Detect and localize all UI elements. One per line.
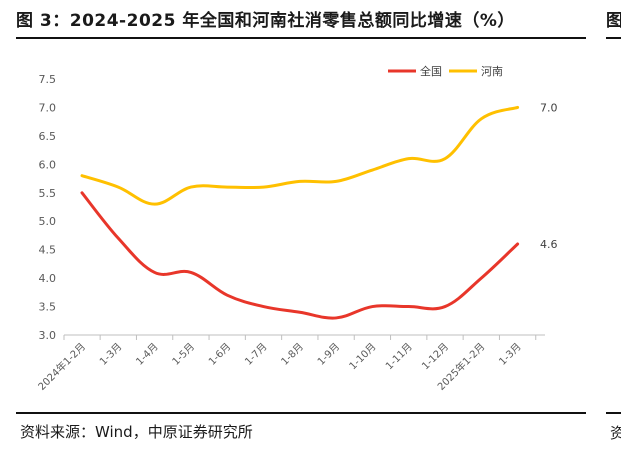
y-tick-label: 4.5 (39, 244, 57, 257)
legend-label: 河南 (481, 65, 503, 78)
x-tick-label: 1-4月 (134, 341, 161, 368)
adjacent-bottom-rule (606, 412, 621, 414)
end-value-label: 4.6 (540, 238, 558, 251)
y-tick-label: 5.5 (39, 187, 57, 200)
x-tick-label: 1-5月 (170, 341, 197, 368)
x-tick-label: 1-10月 (347, 341, 379, 373)
x-tick-label: 1-7月 (243, 341, 270, 368)
x-tick-label: 1-9月 (315, 341, 342, 368)
adjacent-source-fragment: 资 (610, 424, 621, 442)
y-tick-label: 3.0 (39, 329, 57, 342)
y-tick-label: 3.5 (39, 301, 57, 314)
y-tick-label: 7.0 (39, 101, 57, 114)
x-tick-label: 1-6月 (206, 341, 233, 368)
y-tick-label: 4.0 (39, 272, 57, 285)
x-tick-label: 1-8月 (279, 341, 306, 368)
end-value-label: 7.0 (540, 101, 558, 114)
x-tick-label: 1-11月 (383, 341, 415, 373)
legend-label: 全国 (420, 64, 442, 78)
y-tick-label: 6.5 (39, 130, 57, 143)
bottom-rule (16, 412, 586, 414)
y-tick-label: 7.5 (39, 73, 57, 86)
x-tick-label: 2024年1-2月 (35, 340, 88, 393)
x-axis: 2024年1-2月 1-3月 1-4月 1-5月 1-6月 1-7月 1-8月 1-9月 1-1… (35, 334, 545, 393)
x-tick-label: 1-3月 (497, 341, 524, 368)
y-axis: 3.0 3.5 4.0 4.5 5.0 5.5 6.0 6.5 7.0 7.5 (39, 73, 57, 342)
y-tick-label: 5.0 (39, 215, 57, 228)
adjacent-top-rule (606, 37, 621, 39)
source-note: 资料来源：Wind，中原证券研究所 (20, 423, 253, 441)
chart-title: 图 3：2024-2025 年全国和河南社消零售总额同比增速（%） (16, 11, 515, 31)
x-tick-label: 1-3月 (97, 341, 124, 368)
x-tick-label: 1-12月 (420, 341, 452, 373)
y-tick-label: 6.0 (39, 158, 57, 171)
end-labels: 4.6 7.0 (540, 101, 558, 251)
series-line-national (80, 191, 520, 320)
adjacent-figure-title-fragment: 图 (606, 11, 621, 31)
series-line-henan (80, 105, 520, 206)
top-rule (16, 37, 586, 39)
series-layer (80, 105, 520, 320)
legend: 全国 河南 (388, 64, 503, 78)
